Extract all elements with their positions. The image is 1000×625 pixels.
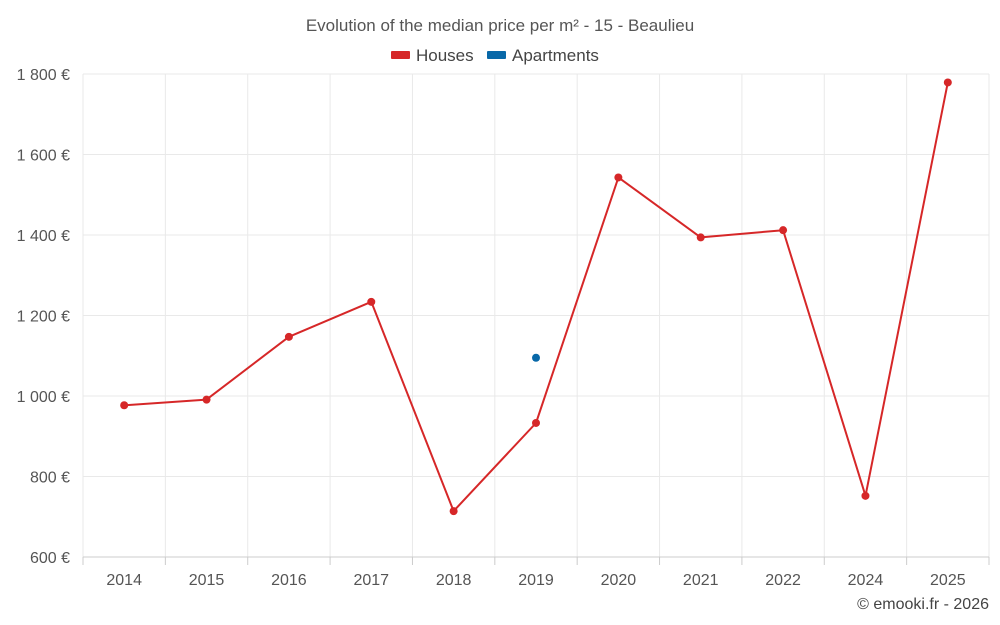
- legend-label-houses[interactable]: Houses: [416, 46, 474, 65]
- y-tick-label: 1 200 €: [17, 309, 70, 326]
- data-point-houses[interactable]: [779, 226, 788, 235]
- x-tick-label: 2022: [765, 572, 801, 589]
- credit-text: © emooki.fr - 2026: [857, 596, 989, 613]
- data-point-houses[interactable]: [449, 507, 458, 516]
- series: [120, 78, 952, 516]
- grid: [82, 73, 990, 557]
- legend-swatch-houses[interactable]: [391, 51, 410, 59]
- y-tick-label: 600 €: [30, 550, 70, 567]
- chart-title: Evolution of the median price per m² - 1…: [306, 16, 694, 35]
- data-point-houses[interactable]: [614, 173, 623, 182]
- x-tick-label: 2014: [106, 572, 142, 589]
- axes: 600 € 800 € 1 000 € 1 200 € 1 400 € 1 600 € 1 …: [17, 67, 990, 589]
- data-point-houses[interactable]: [367, 297, 376, 306]
- x-tick-label: 2021: [683, 572, 719, 589]
- y-tick-label: 1 600 €: [17, 148, 70, 165]
- x-tick-label: 2024: [848, 572, 884, 589]
- data-point-houses[interactable]: [202, 395, 211, 404]
- x-tick-label: 2018: [436, 572, 472, 589]
- data-point-apartments[interactable]: [532, 353, 540, 362]
- x-tick-label: 2015: [189, 572, 225, 589]
- data-point-houses[interactable]: [120, 401, 129, 410]
- x-tick-label: 2025: [930, 572, 966, 589]
- legend: Houses Apartments: [391, 46, 599, 65]
- y-tick-label: 800 €: [30, 470, 70, 487]
- y-tick-label: 1 000 €: [17, 389, 70, 406]
- data-point-houses[interactable]: [943, 78, 952, 87]
- x-tick-label: 2016: [271, 572, 307, 589]
- x-tick-label: 2017: [353, 572, 389, 589]
- y-tick-label: 1 800 €: [17, 67, 70, 84]
- y-tick-label: 1 400 €: [17, 228, 70, 245]
- data-point-houses[interactable]: [861, 491, 870, 500]
- data-point-houses[interactable]: [696, 233, 705, 242]
- data-point-houses[interactable]: [532, 418, 540, 427]
- data-point-houses[interactable]: [284, 332, 293, 341]
- x-tick-label: 2020: [601, 572, 637, 589]
- legend-swatch-apartments[interactable]: [487, 51, 506, 59]
- legend-label-apartments[interactable]: Apartments: [512, 46, 599, 65]
- x-tick-label: 2019: [518, 572, 554, 589]
